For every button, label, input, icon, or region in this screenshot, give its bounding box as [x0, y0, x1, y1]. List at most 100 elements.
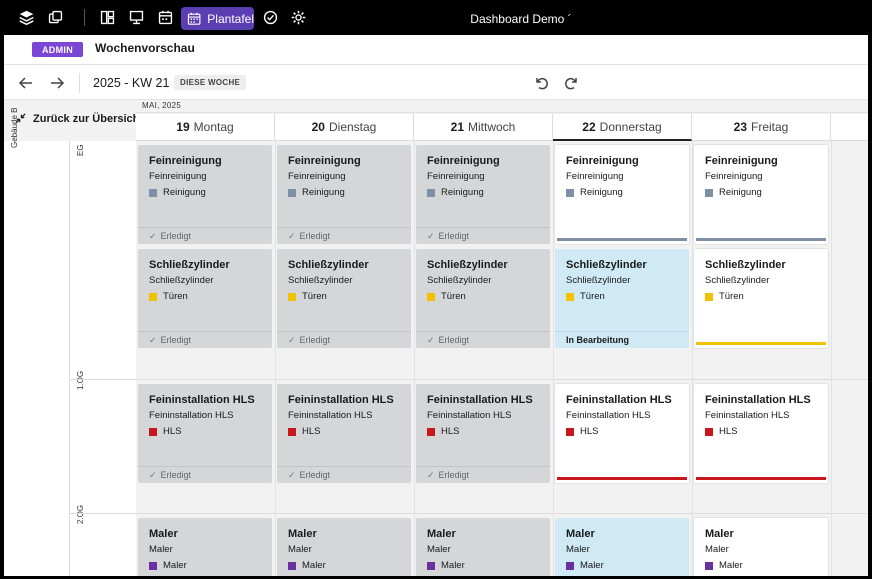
day-name: Mittwoch	[468, 120, 516, 134]
task-category: HLS	[427, 426, 459, 437]
plantafel-label: Plantafel	[207, 11, 254, 26]
top-toolbar: Plantafel Dashboard Demo ´	[0, 0, 872, 35]
task-subtitle: Feinreinigung	[288, 171, 346, 182]
category-bar	[557, 238, 687, 241]
day-header-wednesday: 21 Mittwoch	[414, 114, 553, 141]
column-divider	[414, 141, 415, 576]
task-title: Schließzylinder	[427, 259, 508, 271]
task-card[interactable]: Maler Maler Maler	[416, 518, 550, 576]
floor-divider	[70, 379, 868, 380]
building-label: Gebäude B	[10, 107, 19, 148]
task-subtitle: Maler	[288, 544, 312, 555]
copy-icon[interactable]	[45, 7, 65, 27]
task-card[interactable]: Feinreinigung Feinreinigung Reinigung	[555, 145, 689, 244]
task-category: HLS	[566, 426, 598, 437]
checkmark-icon: ✓	[288, 334, 296, 345]
task-status: ✓ Erledigt	[416, 331, 550, 348]
check-circle-icon[interactable]	[260, 7, 280, 27]
task-category: Maler	[566, 560, 604, 571]
column-divider	[692, 141, 693, 576]
task-title: Feinreinigung	[566, 155, 639, 167]
category-bar	[696, 238, 826, 241]
task-title: Schließzylinder	[149, 259, 230, 271]
task-category: HLS	[705, 426, 737, 437]
task-card[interactable]: Maler Maler Maler	[555, 518, 689, 576]
category-color-swatch	[288, 561, 296, 570]
task-card[interactable]: Feinreinigung Feinreinigung Reinigung ✓ Erle…	[277, 145, 411, 244]
task-title: Feininstallation HLS	[288, 394, 394, 406]
task-category: Reinigung	[566, 187, 623, 198]
category-color-swatch	[427, 188, 435, 197]
presentation-icon[interactable]	[126, 7, 146, 27]
category-color-swatch	[705, 561, 713, 570]
task-category: Reinigung	[427, 187, 484, 198]
task-subtitle: Feininstallation HLS	[149, 410, 234, 421]
task-subtitle: Schließzylinder	[566, 275, 631, 286]
task-status: ✓ Erledigt	[416, 227, 550, 244]
day-name: Donnerstag	[599, 119, 662, 134]
task-status: ✓ Erledigt	[138, 227, 272, 244]
task-card[interactable]: Maler Maler Maler	[138, 518, 272, 576]
status-label: Erledigt	[438, 335, 470, 345]
task-category: Türen	[566, 291, 605, 302]
checkmark-icon: ✓	[288, 230, 296, 241]
task-category: HLS	[149, 426, 181, 437]
task-category: HLS	[288, 426, 320, 437]
category-label: Türen	[302, 291, 327, 302]
category-label: Reinigung	[163, 187, 206, 198]
undo-button[interactable]	[531, 73, 551, 93]
task-title: Feininstallation HLS	[427, 394, 533, 406]
category-label: Türen	[441, 291, 466, 302]
main-content: ADMIN Wochenvorschau 2025 - KW 21 DIESE …	[4, 35, 868, 576]
task-category: Türen	[149, 291, 188, 302]
task-card[interactable]: Maler Maler Maler	[694, 518, 828, 576]
collapse-arrows-icon	[15, 113, 26, 124]
task-card[interactable]: Feininstallation HLS Feininstallation HLS…	[555, 384, 689, 483]
task-card[interactable]: Feininstallation HLS Feininstallation HLS…	[277, 384, 411, 483]
task-card[interactable]: Schließzylinder Schließzylinder Türen	[694, 249, 828, 348]
status-label: Erledigt	[160, 231, 192, 241]
admin-badge: ADMIN	[32, 42, 83, 57]
back-to-overview-link[interactable]: Zurück zur Übersicht	[14, 112, 143, 125]
next-week-button[interactable]	[47, 73, 67, 93]
gear-icon[interactable]	[288, 7, 308, 27]
task-card[interactable]: Feinreinigung Feinreinigung Reinigung ✓ Erle…	[416, 145, 550, 244]
task-card[interactable]: Feininstallation HLS Feininstallation HLS…	[694, 384, 828, 483]
day-header-overflow	[831, 114, 868, 141]
task-card[interactable]: Feinreinigung Feinreinigung Reinigung ✓ Erle…	[138, 145, 272, 244]
week-label: 2025 - KW 21	[93, 76, 170, 90]
status-label: Erledigt	[438, 231, 470, 241]
category-color-swatch	[288, 292, 296, 301]
checkmark-icon: ✓	[149, 334, 157, 345]
task-title: Feininstallation HLS	[705, 394, 811, 406]
layers-icon[interactable]	[16, 7, 36, 27]
task-card[interactable]: Feininstallation HLS Feininstallation HLS…	[138, 384, 272, 483]
task-card[interactable]: Feinreinigung Feinreinigung Reinigung	[694, 145, 828, 244]
task-card[interactable]: Schließzylinder Schließzylinder Türen ✓ Erle…	[277, 249, 411, 348]
task-card[interactable]: Schließzylinder Schließzylinder Türen ✓ Erle…	[416, 249, 550, 348]
task-card[interactable]: Schließzylinder Schließzylinder Türen ✓ Erle…	[138, 249, 272, 348]
building-column	[4, 141, 70, 576]
this-week-button[interactable]: DIESE WOCHE	[174, 75, 247, 90]
redo-button[interactable]	[562, 73, 582, 93]
calendar-icon[interactable]	[155, 7, 175, 27]
plantafel-tab[interactable]: Plantafel	[181, 7, 254, 30]
status-label: In Bearbeitung	[566, 335, 630, 345]
previous-week-button[interactable]	[16, 73, 36, 93]
dashboard-icon[interactable]	[97, 7, 117, 27]
day-header-friday: 23 Freitag	[692, 114, 831, 141]
task-card[interactable]: Maler Maler Maler	[277, 518, 411, 576]
category-label: Türen	[719, 291, 744, 302]
day-number: 20	[311, 120, 325, 134]
checkmark-icon: ✓	[427, 230, 435, 241]
task-title: Feinreinigung	[149, 155, 222, 167]
status-label: Erledigt	[438, 470, 470, 480]
task-card[interactable]: Schließzylinder Schließzylinder Türen In Be…	[555, 249, 689, 348]
day-number: 22	[582, 119, 596, 134]
task-title: Feinreinigung	[705, 155, 778, 167]
task-card[interactable]: Feininstallation HLS Feininstallation HLS…	[416, 384, 550, 483]
category-color-swatch	[427, 561, 435, 570]
category-color-swatch	[705, 427, 713, 436]
day-name: Freitag	[751, 120, 789, 134]
